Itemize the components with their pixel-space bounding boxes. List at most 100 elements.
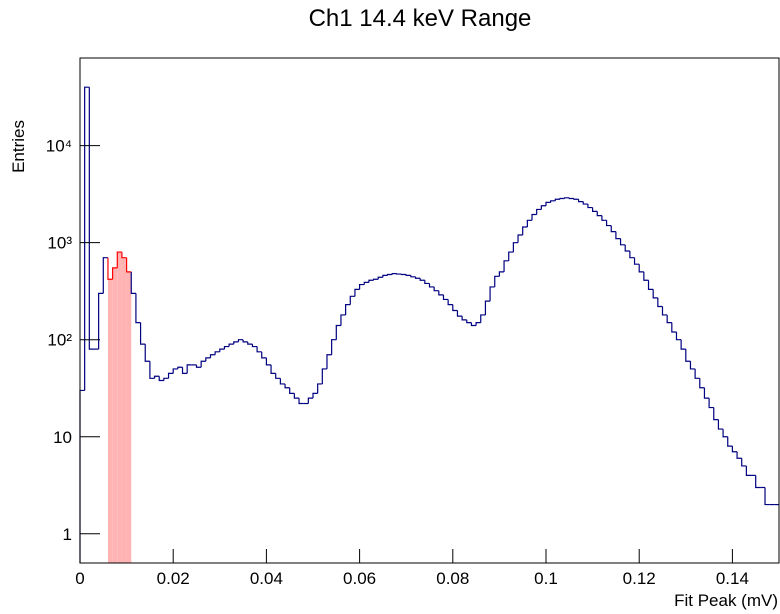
histogram-bin bbox=[675, 332, 682, 341]
x-tick-label: 0.14 bbox=[716, 569, 749, 588]
histogram-bin bbox=[699, 378, 705, 389]
histogram-bin bbox=[149, 361, 155, 379]
histogram-bin bbox=[195, 364, 202, 368]
histogram-bin bbox=[494, 275, 500, 287]
histogram-bin bbox=[209, 354, 216, 358]
histogram-bin bbox=[456, 310, 463, 317]
histogram-bin bbox=[326, 354, 332, 369]
histogram-bin bbox=[256, 346, 262, 353]
x-tick-label: 0.06 bbox=[343, 569, 376, 588]
x-tick-label: 0.02 bbox=[157, 569, 190, 588]
histogram-bin bbox=[540, 205, 546, 210]
histogram-bin bbox=[219, 348, 225, 352]
histogram-bin bbox=[279, 378, 286, 385]
histogram-bin bbox=[727, 436, 733, 447]
histogram-bin bbox=[331, 339, 337, 355]
histogram-bin bbox=[247, 341, 253, 345]
histogram-bin bbox=[582, 201, 588, 205]
y-tick-label: 10⁴ bbox=[46, 137, 72, 156]
plot-frame bbox=[79, 57, 780, 564]
histogram-bin bbox=[372, 278, 379, 281]
histogram-bin bbox=[671, 322, 677, 333]
histogram-bin bbox=[741, 458, 747, 467]
histogram-bin bbox=[177, 366, 183, 369]
histogram-bin bbox=[573, 198, 579, 200]
x-tick-label: 0.04 bbox=[250, 569, 283, 588]
histogram-bin bbox=[88, 87, 94, 350]
histogram-bin bbox=[442, 294, 449, 301]
histogram-bin bbox=[242, 339, 248, 343]
y-axis-label: Entries bbox=[9, 120, 28, 173]
histogram-bin bbox=[186, 364, 192, 374]
histogram-bin bbox=[587, 204, 593, 209]
fit-region bbox=[121, 257, 127, 563]
histogram-bin bbox=[470, 322, 477, 327]
histogram-bin bbox=[335, 324, 341, 340]
histogram-bin bbox=[689, 361, 696, 370]
histogram-bin bbox=[84, 86, 90, 391]
histogram-bin bbox=[619, 238, 626, 246]
histogram-bin bbox=[605, 220, 612, 227]
histogram-bin bbox=[512, 242, 519, 253]
histogram-bin bbox=[144, 344, 150, 362]
histogram-bin bbox=[153, 375, 160, 379]
histogram-bin bbox=[391, 273, 397, 275]
y-tick-label: 10³ bbox=[47, 234, 72, 253]
histogram-bin bbox=[531, 213, 537, 221]
histogram-bin bbox=[200, 360, 206, 368]
histogram-bin bbox=[377, 276, 383, 280]
histogram-bin bbox=[508, 251, 514, 261]
histogram-bin bbox=[633, 257, 640, 265]
histogram-bin bbox=[433, 286, 439, 292]
histogram-bin bbox=[163, 377, 169, 381]
histogram-bin bbox=[410, 275, 416, 278]
histogram-bin bbox=[554, 198, 560, 201]
histogram-bin bbox=[289, 387, 295, 394]
histogram-bin bbox=[251, 344, 258, 348]
histogram-bin bbox=[424, 280, 430, 285]
histogram-bin bbox=[121, 252, 127, 259]
histogram-bin bbox=[615, 231, 621, 240]
histogram-bin bbox=[601, 215, 607, 221]
histogram-bin bbox=[578, 199, 584, 203]
fit-region bbox=[112, 267, 118, 563]
histogram-bin bbox=[270, 364, 276, 374]
histogram-bin bbox=[657, 297, 663, 308]
histogram-bin bbox=[158, 376, 164, 382]
histogram-bin bbox=[629, 251, 635, 259]
histogram-bin bbox=[736, 451, 742, 459]
histogram-bin bbox=[647, 280, 654, 290]
histogram-bin bbox=[717, 419, 724, 430]
histogram-bin bbox=[237, 339, 244, 342]
histogram-bin bbox=[685, 349, 691, 362]
histogram-bin bbox=[386, 273, 393, 276]
histogram-bin bbox=[428, 283, 435, 288]
histogram-bin bbox=[661, 306, 668, 316]
histogram-bin bbox=[568, 197, 574, 200]
histogram-bin bbox=[722, 429, 728, 438]
histogram-bin bbox=[307, 397, 313, 404]
histogram-bin bbox=[135, 293, 141, 324]
histogram-bin bbox=[298, 398, 304, 405]
histogram-bin bbox=[419, 278, 425, 281]
histogram-bin bbox=[517, 234, 523, 243]
histogram-bin bbox=[452, 304, 458, 312]
histogram-bin bbox=[522, 226, 528, 235]
histogram-bin bbox=[312, 392, 318, 399]
histogram-bin bbox=[172, 368, 178, 374]
histogram-bin bbox=[126, 257, 132, 273]
histogram-bin bbox=[284, 383, 290, 389]
histogram-bin bbox=[98, 292, 104, 350]
x-tick-label: 0.08 bbox=[436, 569, 469, 588]
histogram-bin bbox=[503, 260, 509, 272]
y-tick-label: 10² bbox=[47, 331, 72, 350]
histogram-bin bbox=[731, 446, 738, 453]
histogram-bin bbox=[363, 281, 369, 285]
histogram-bin bbox=[167, 372, 174, 379]
histogram-bin bbox=[475, 322, 481, 326]
histogram-bin bbox=[354, 288, 360, 297]
histogram-bin bbox=[228, 343, 234, 347]
histogram-bin bbox=[680, 339, 686, 350]
histogram-bin bbox=[345, 304, 351, 315]
histogram-bin bbox=[321, 368, 327, 384]
